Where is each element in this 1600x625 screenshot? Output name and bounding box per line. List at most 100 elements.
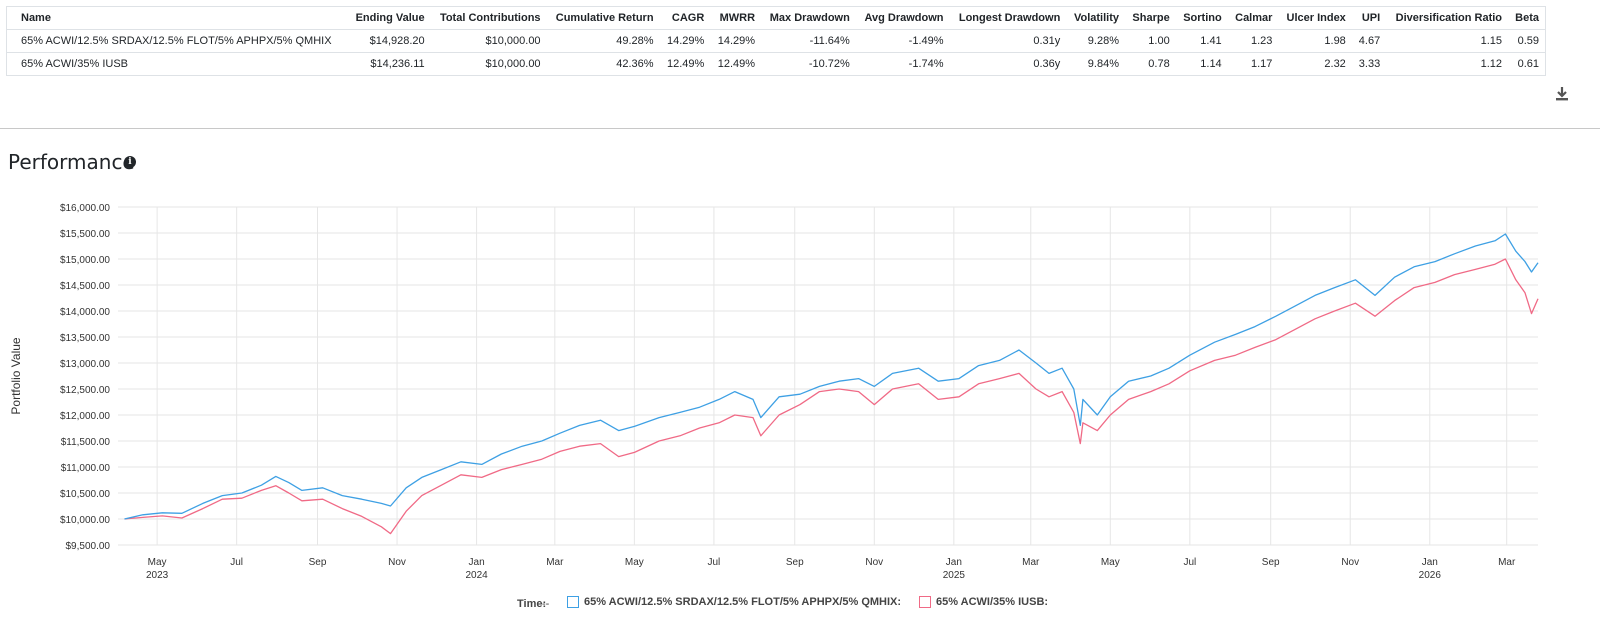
chart-legend: Time: -- 65% ACWI/12.5% SRDAX/12.5% FLOT… [0, 596, 1600, 614]
legend-time-value: -- [542, 598, 550, 610]
table-cell: 1.41 [1175, 29, 1228, 53]
table-cell: 2.32 [1324, 57, 1346, 70]
x-tick-label: Jul [1183, 557, 1196, 568]
table-cell: 4.67 [1351, 29, 1387, 53]
y-tick-label: $10,500.00 [60, 489, 110, 500]
y-tick-label: $11,000.00 [61, 463, 111, 474]
x-tick-label: Nov [388, 557, 406, 568]
table-cell: 1.15 [1386, 29, 1509, 53]
table-row: 65% ACWI/12.5% SRDAX/12.5% FLOT/5% APHPX… [7, 29, 1545, 53]
table-cell: 14.29% [659, 29, 711, 53]
table-cell: $10,000.00 [430, 29, 547, 53]
x-tick-year-label: 2026 [1419, 570, 1442, 581]
x-tick-label: May [148, 557, 167, 568]
y-axis-label: Portfolio Value [9, 337, 23, 414]
x-tick-label: Nov [865, 557, 883, 568]
column-header[interactable]: Sortino [1175, 7, 1228, 30]
table-cell: 14.29% [710, 29, 762, 53]
table-cell: 9.84% [1087, 57, 1119, 70]
legend-swatch-series-1 [567, 596, 579, 608]
table-cell: $14,236.11 [370, 57, 425, 70]
table-cell: -1.49% [855, 29, 950, 53]
y-tick-label: $9,500.00 [66, 541, 111, 552]
stats-table-container: Name Ending Value Total Contributions Cumul… [6, 6, 1546, 76]
y-tick-label: $16,000.00 [60, 203, 110, 214]
x-tick-label: Jan [1422, 557, 1438, 568]
table-cell: 0.31y [949, 29, 1067, 53]
table-cell: 3.33 [1358, 57, 1381, 70]
column-header[interactable]: Volatility [1066, 7, 1125, 30]
x-tick-label: Jul [708, 557, 721, 568]
column-header[interactable]: Avg Drawdown [855, 7, 950, 30]
table-cell: -10.72% [808, 57, 850, 70]
legend-swatch-series-2 [919, 596, 931, 608]
x-tick-label: Mar [546, 557, 564, 568]
column-header[interactable]: UPI [1351, 7, 1387, 30]
y-tick-label: $12,000.00 [60, 411, 110, 422]
series-line-1 [124, 233, 1539, 520]
legend-item-series-1[interactable]: 65% ACWI/12.5% SRDAX/12.5% FLOT/5% APHPX… [567, 596, 901, 608]
portfolio-name-cell: 65% ACWI/12.5% SRDAX/12.5% FLOT/5% APHPX… [7, 29, 348, 53]
y-tick-label: $11,500.00 [61, 437, 111, 448]
x-tick-year-label: 2023 [146, 570, 169, 581]
x-tick-label: Mar [1022, 557, 1040, 568]
column-header[interactable]: Sharpe [1124, 7, 1176, 30]
column-header[interactable]: Ulcer Index [1278, 7, 1352, 30]
portfolio-name-cell: 65% ACWI/35% IUSB [21, 57, 128, 70]
x-tick-label: Jul [230, 557, 243, 568]
column-header[interactable]: CAGR [659, 7, 711, 30]
download-icon[interactable] [1552, 84, 1572, 104]
table-cell: 0.36y [1033, 57, 1061, 70]
table-cell: 49.28% [546, 29, 660, 53]
table-cell: 1.14 [1200, 57, 1222, 70]
y-tick-label: $12,500.00 [60, 385, 110, 396]
legend-label-series-2: 65% ACWI/35% IUSB [936, 596, 1045, 608]
column-header[interactable]: Total Contributions [430, 7, 547, 30]
y-tick-label: $13,000.00 [60, 359, 110, 370]
x-tick-label: Nov [1341, 557, 1359, 568]
stats-header-row: Name Ending Value Total Contributions Cumul… [7, 7, 1545, 30]
column-header[interactable]: Beta [1508, 7, 1545, 30]
legend-time-label: Time: [517, 598, 547, 610]
series-line-2 [124, 258, 1539, 535]
table-cell: -1.74% [908, 57, 944, 70]
table-cell: 42.36% [616, 57, 654, 70]
column-header[interactable]: Calmar [1227, 7, 1279, 30]
x-tick-label: May [625, 557, 644, 568]
table-cell: -11.64% [761, 29, 856, 53]
y-tick-label: $15,000.00 [60, 255, 110, 266]
table-cell: 12.49% [717, 57, 756, 70]
stats-body: 65% ACWI/12.5% SRDAX/12.5% FLOT/5% APHPX… [7, 29, 1545, 75]
legend-colon: : [897, 596, 902, 608]
column-header[interactable]: Ending Value [347, 7, 431, 30]
performance-chart: $9,500.00 $10,000.00 $10,500.00 $11,000.00 $… [9, 203, 1539, 581]
column-header[interactable]: Cumulative Return [546, 7, 660, 30]
stats-table: Name Ending Value Total Contributions Cumul… [7, 7, 1545, 75]
table-cell: 1.00 [1124, 29, 1176, 53]
x-tick-label: Sep [309, 557, 327, 568]
table-cell: 1.98 [1278, 29, 1352, 53]
table-cell: 1.12 [1480, 57, 1503, 70]
table-cell: 9.28% [1066, 29, 1125, 53]
x-tick-year-label: 2025 [943, 570, 966, 581]
column-header[interactable]: Diversification Ratio [1386, 7, 1509, 30]
section-divider [0, 128, 1600, 129]
table-cell: $14,928.20 [347, 29, 431, 53]
table-cell: 0.78 [1148, 57, 1170, 70]
table-cell: 12.49% [667, 57, 705, 70]
x-tick-label: Mar [1498, 557, 1516, 568]
table-cell: 0.59 [1508, 29, 1545, 53]
column-header[interactable]: Max Drawdown [761, 7, 856, 30]
y-tick-label: $10,000.00 [60, 515, 110, 526]
column-header[interactable]: Longest Drawdown [949, 7, 1067, 30]
table-row: 65% ACWI/35% IUSB $14,236.11 $10,000.00 42.… [7, 52, 1545, 75]
legend-item-series-2[interactable]: 65% ACWI/35% IUSB: [919, 596, 1048, 608]
info-icon[interactable]: i [124, 156, 136, 168]
x-tick-label: Sep [1262, 557, 1280, 568]
column-header[interactable]: MWRR [710, 7, 762, 30]
x-tick-label: Jan [469, 557, 485, 568]
legend-label-series-1: 65% ACWI/12.5% SRDAX/12.5% FLOT/5% APHPX… [584, 596, 898, 608]
column-header[interactable]: Name [7, 7, 348, 30]
table-cell: 0.61 [1517, 57, 1539, 70]
download-icon-svg [1556, 87, 1568, 101]
